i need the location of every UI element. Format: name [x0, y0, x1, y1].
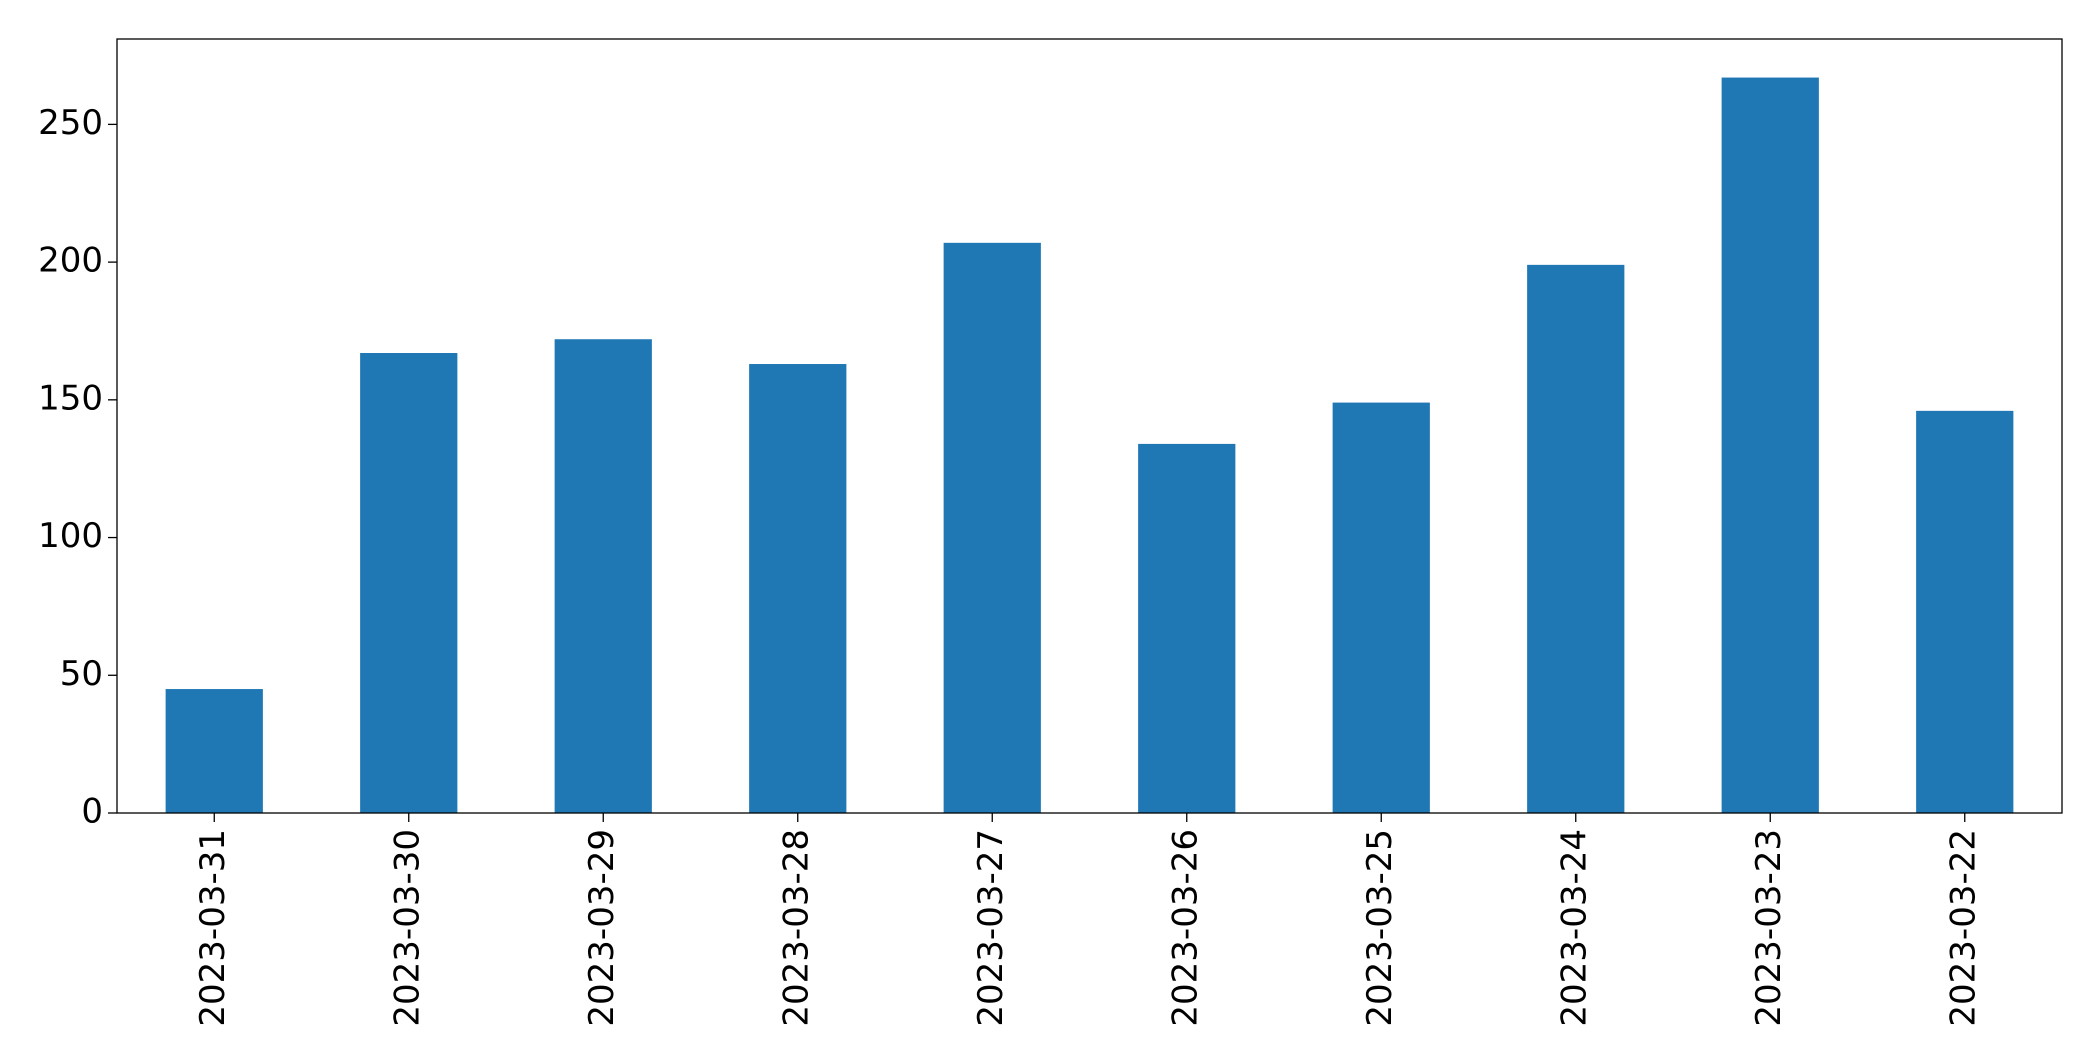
y-tick-label: 200	[38, 241, 103, 281]
x-tick-label: 2023-03-30	[387, 829, 427, 1027]
y-tick-label: 250	[38, 103, 103, 143]
x-tick-label: 2023-03-25	[1360, 829, 1400, 1027]
x-tick-label: 2023-03-27	[971, 829, 1011, 1027]
y-tick-label: 0	[81, 792, 103, 832]
y-tick-label: 150	[38, 378, 103, 418]
bar	[360, 353, 458, 813]
x-tick-label: 2023-03-23	[1749, 829, 1789, 1027]
x-tick-label: 2023-03-28	[776, 829, 816, 1027]
bar	[165, 689, 263, 813]
bar	[1332, 402, 1430, 813]
bar	[1527, 264, 1625, 814]
bar	[1721, 77, 1819, 814]
plot-frame	[116, 38, 2063, 814]
x-tick-label: 2023-03-24	[1554, 829, 1594, 1027]
x-tick-label: 2023-03-22	[1943, 829, 1983, 1027]
y-tick-label: 50	[60, 654, 103, 694]
x-tick-label: 2023-03-26	[1165, 829, 1205, 1027]
bar	[1916, 410, 2014, 813]
bar	[554, 339, 652, 813]
bar	[943, 242, 1041, 814]
x-tick-label: 2023-03-29	[582, 829, 622, 1027]
y-tick-label: 100	[38, 516, 103, 556]
bar	[749, 364, 847, 813]
x-tick-label: 2023-03-31	[193, 829, 233, 1027]
bar	[1138, 443, 1236, 813]
